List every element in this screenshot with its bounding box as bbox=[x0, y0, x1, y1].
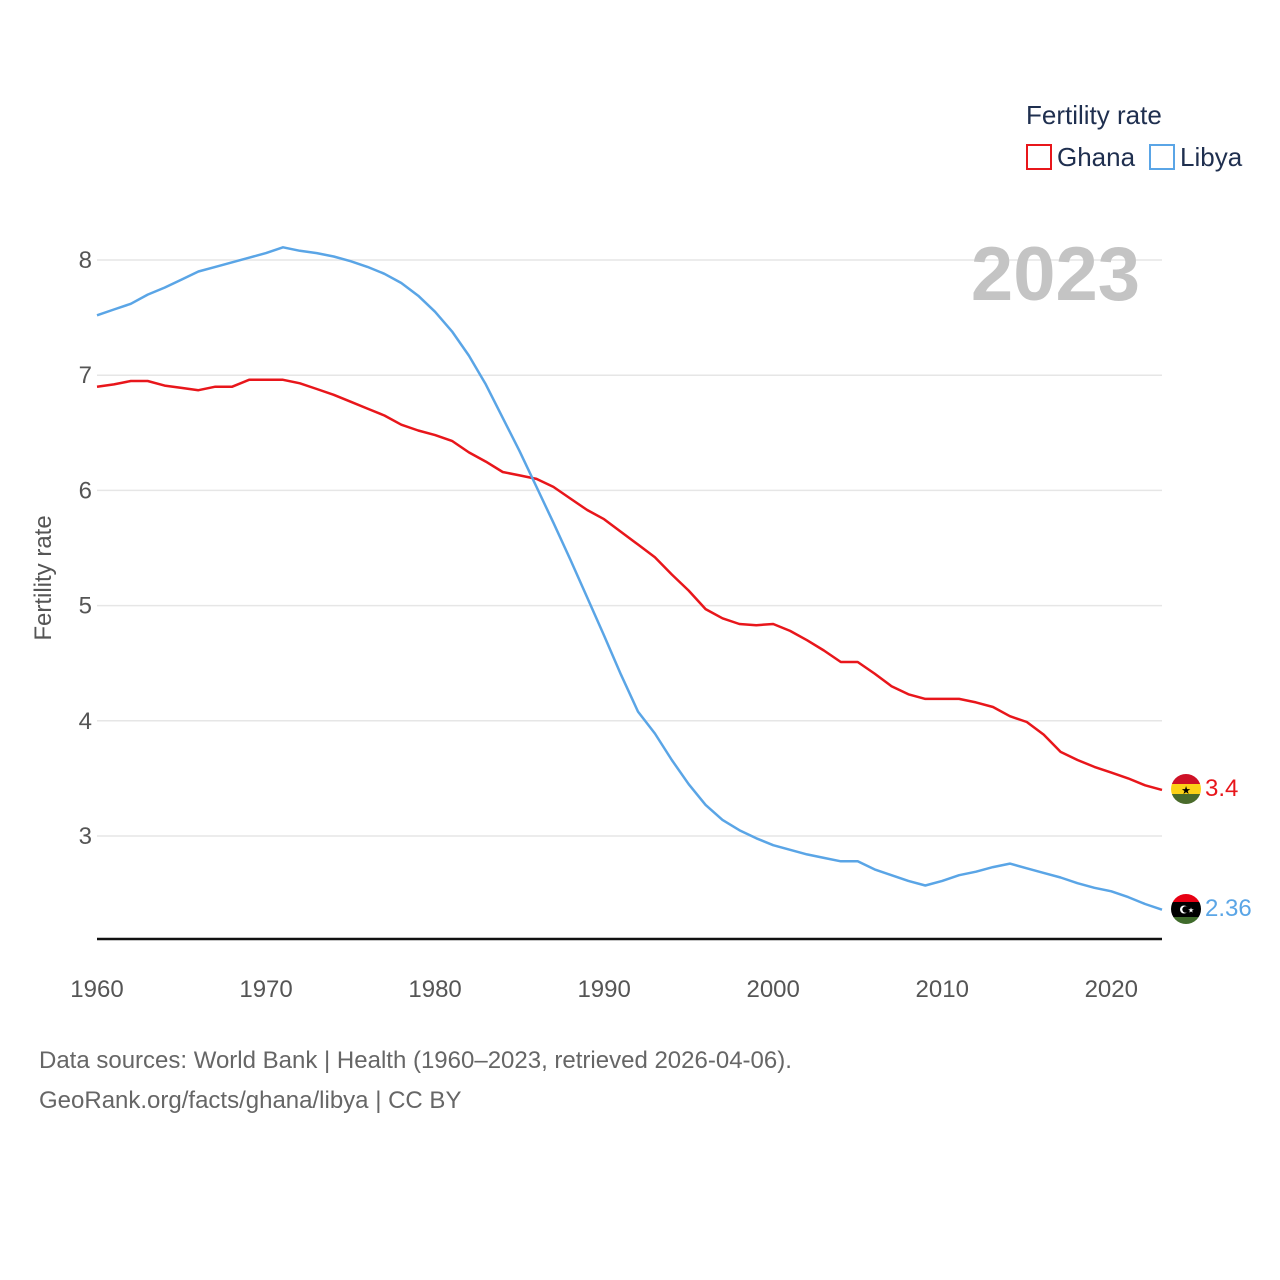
x-tick-label: 1980 bbox=[408, 976, 461, 1003]
y-tick-label: 5 bbox=[79, 593, 92, 620]
libya-flag-icon: ★ bbox=[1171, 894, 1201, 924]
x-tick-label: 2020 bbox=[1085, 976, 1138, 1003]
year-label: 2023 bbox=[971, 232, 1140, 317]
x-tick-label: 2000 bbox=[746, 976, 799, 1003]
svg-text:★: ★ bbox=[1188, 907, 1194, 915]
x-axis-ticks: 1960 1970 1980 1990 2000 2010 2020 bbox=[70, 976, 1138, 1003]
y-axis-ticks: 3 4 5 6 7 8 bbox=[79, 247, 92, 850]
legend-swatch-libya bbox=[1149, 144, 1175, 170]
legend-item-libya[interactable]: Libya bbox=[1149, 142, 1243, 172]
series-line-libya[interactable] bbox=[96, 246, 1163, 911]
credit-link[interactable]: GeoRank.org/facts/ghana/libya | CC BY bbox=[39, 1087, 461, 1114]
legend: Fertility rate Ghana Libya bbox=[1026, 100, 1243, 172]
y-tick-label: 4 bbox=[79, 708, 92, 735]
data-source-text: Data sources: World Bank | Health (1960–… bbox=[39, 1047, 792, 1074]
end-value-label-ghana: 3.4 bbox=[1205, 775, 1238, 802]
x-tick-label: 1970 bbox=[239, 976, 292, 1003]
y-tick-label: 8 bbox=[79, 247, 92, 274]
y-tick-label: 3 bbox=[79, 823, 92, 850]
y-tick-label: 6 bbox=[79, 477, 92, 504]
legend-title: Fertility rate bbox=[1026, 100, 1162, 130]
x-tick-label: 2010 bbox=[916, 976, 969, 1003]
ghana-flag-icon: ★ bbox=[1171, 774, 1201, 804]
y-tick-label: 7 bbox=[79, 362, 92, 389]
legend-swatch-ghana bbox=[1026, 144, 1052, 170]
end-value-label-libya: 2.36 bbox=[1205, 895, 1252, 922]
x-tick-label: 1960 bbox=[70, 976, 123, 1003]
legend-label-libya: Libya bbox=[1180, 142, 1243, 172]
x-tick-label: 1990 bbox=[577, 976, 630, 1003]
legend-label-ghana: Ghana bbox=[1057, 142, 1136, 172]
y-axis-title: Fertility rate bbox=[30, 515, 57, 640]
svg-text:★: ★ bbox=[1181, 785, 1191, 797]
series-line-ghana[interactable] bbox=[96, 378, 1163, 792]
legend-item-ghana[interactable]: Ghana bbox=[1026, 142, 1136, 172]
gridlines bbox=[97, 259, 1162, 837]
series-layer bbox=[96, 246, 1163, 911]
